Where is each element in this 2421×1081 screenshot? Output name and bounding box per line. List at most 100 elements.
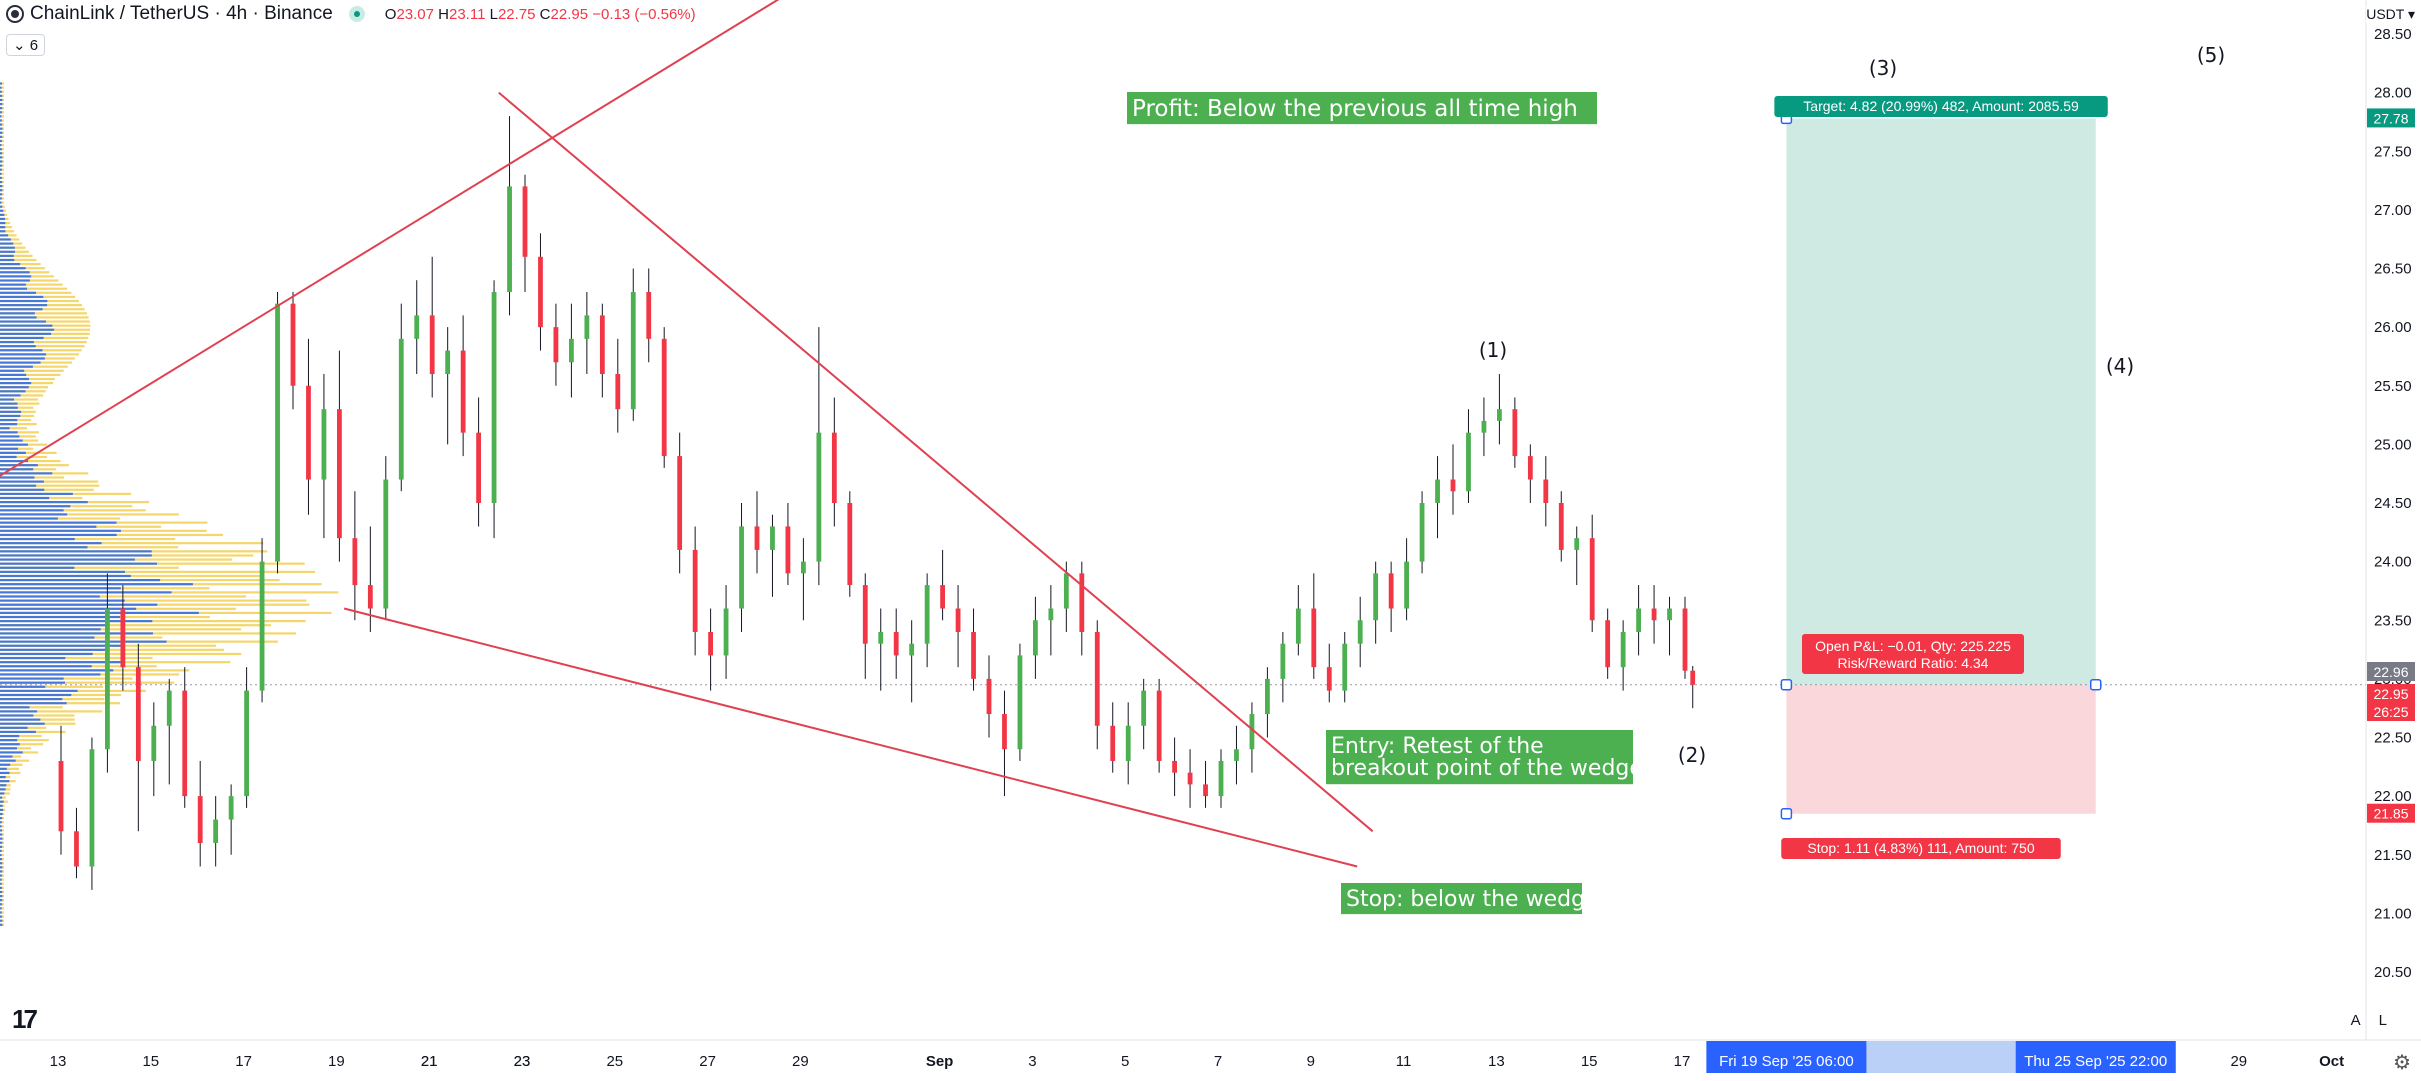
volume-profile-bar-up (0, 390, 26, 393)
volume-profile-bar-up (0, 673, 101, 676)
wedge-trendline (0, 0, 780, 478)
trendlines (0, 0, 1374, 868)
candle-body (1419, 503, 1425, 562)
volume-profile-bar-up (0, 669, 114, 672)
scale-buttons: A L (2351, 1012, 2387, 1029)
volume-profile-bar-up (0, 209, 4, 212)
x-tick-label: 13 (50, 1053, 67, 1070)
volume-profile-bar-up (0, 262, 21, 266)
candle-body (1404, 561, 1409, 609)
volume-profile-bar (0, 365, 68, 368)
candle-body (74, 831, 79, 867)
candle-body (1543, 479, 1549, 503)
volume-profile-bar-up (0, 546, 88, 549)
candle-body (816, 432, 822, 562)
currency-selector[interactable]: USDT ▾ (2366, 6, 2415, 23)
settings-gear-icon[interactable]: ⚙ (2393, 1052, 2411, 1074)
y-tick-label: 28.00 (2374, 85, 2412, 102)
volume-profile-bar-up (0, 755, 13, 758)
wedge-trendline (343, 607, 1358, 868)
volume-profile-bar-up (0, 923, 3, 926)
candle-body (445, 350, 451, 375)
volume-profile-bar-up (0, 402, 18, 405)
volume-profile-bar (0, 197, 4, 200)
volume-profile-bar-up (0, 501, 88, 504)
tradingview-logo-icon[interactable]: 17 (12, 1004, 38, 1034)
candle-body (228, 796, 234, 820)
volume-profile-bar-up (0, 845, 3, 848)
volume-profile-bar-up (0, 279, 30, 282)
volume-profile-bar-up (0, 102, 3, 106)
price-tag-label: 21.85 (2373, 806, 2408, 822)
volume-profile-bar-up (0, 620, 153, 623)
x-tick-label: 3 (1028, 1053, 1036, 1070)
volume-profile-bar (0, 455, 47, 459)
volume-profile-bar (0, 148, 4, 151)
symbol-title[interactable]: ChainLink / TetherUS · 4h · Binance (30, 3, 333, 24)
volume-profile-bar-up (0, 529, 121, 532)
y-tick-label: 22.00 (2374, 788, 2412, 805)
volume-profile-bar-up (0, 648, 110, 651)
candle-body (1295, 608, 1301, 644)
volume-profile-bar-up (0, 386, 29, 389)
volume-profile-bar (0, 205, 5, 208)
y-tick-label: 21.00 (2374, 905, 2412, 922)
x-tick-label: 17 (1674, 1053, 1691, 1070)
volume-profile-bar-up (0, 221, 6, 225)
volume-profile-bar-up (0, 111, 2, 114)
candle-body (1265, 678, 1270, 715)
auto-scale-button[interactable]: A (2350, 1012, 2361, 1029)
volume-profile-bar-up (0, 418, 18, 422)
volume-profile-bar-up (0, 689, 78, 692)
volume-profile-bar-up (0, 656, 66, 660)
price-axis-background (2366, 0, 2421, 1081)
candle-body (1357, 620, 1363, 644)
volume-profile-bar-up (0, 681, 66, 684)
candle-body (213, 819, 219, 844)
volume-profile-bar (0, 624, 272, 627)
high-label: H (438, 5, 449, 23)
volume-profile-bar-up (0, 550, 152, 553)
y-tick-label: 22.50 (2374, 730, 2412, 747)
volume-profile-bar-up (0, 332, 52, 335)
candle-body (754, 526, 760, 550)
x-tick-label: Sep (926, 1053, 954, 1070)
candle-body (321, 409, 327, 480)
volume-profile-bar-up (0, 345, 36, 348)
volume-profile-bar-up (0, 837, 3, 840)
volume-profile-bar (0, 172, 4, 175)
candle-body (1048, 608, 1054, 621)
volume-profile-bar-up (0, 205, 3, 208)
volume-profile-bar (0, 829, 4, 832)
indicators-toggle-button[interactable]: ⌄ 6 (6, 34, 46, 56)
candle-body (878, 631, 884, 644)
volume-profile-bar-up (0, 328, 55, 331)
volume-profile-bar-up (0, 246, 15, 249)
volume-profile-bar-up (0, 878, 2, 881)
indicator-count: 6 (29, 37, 39, 54)
volume-profile-bar-up (0, 767, 7, 770)
price-tag (2367, 702, 2415, 721)
volume-profile-bar (0, 480, 99, 483)
volume-profile-bar (0, 90, 4, 93)
volume-profile-bar-up (0, 115, 2, 118)
candle-body (940, 585, 945, 609)
volume-profile-bar-up (0, 652, 93, 656)
volume-profile-bar-up (0, 792, 5, 795)
volume-profile-bar-up (0, 398, 14, 401)
x-tick-label: 13 (1488, 1053, 1505, 1070)
volume-profile-bar-up (0, 751, 23, 754)
log-scale-button[interactable]: L (2378, 1012, 2387, 1029)
time-tag-label: Fri 19 Sep '25 06:00 (1719, 1053, 1854, 1070)
volume-profile-bar-up (0, 226, 6, 229)
y-tick-label: 26.00 (2374, 319, 2412, 336)
volume-profile-bar-up (0, 858, 2, 861)
symbol-legend[interactable]: ChainLink / TetherUS · 4h · Binance O23.… (6, 3, 696, 25)
candle-body (429, 315, 435, 375)
candle-body (971, 631, 976, 679)
candle-body (476, 432, 481, 503)
candle-body (677, 456, 683, 550)
volume-profile-bar (0, 706, 63, 709)
volume-profile-bar (0, 82, 4, 85)
